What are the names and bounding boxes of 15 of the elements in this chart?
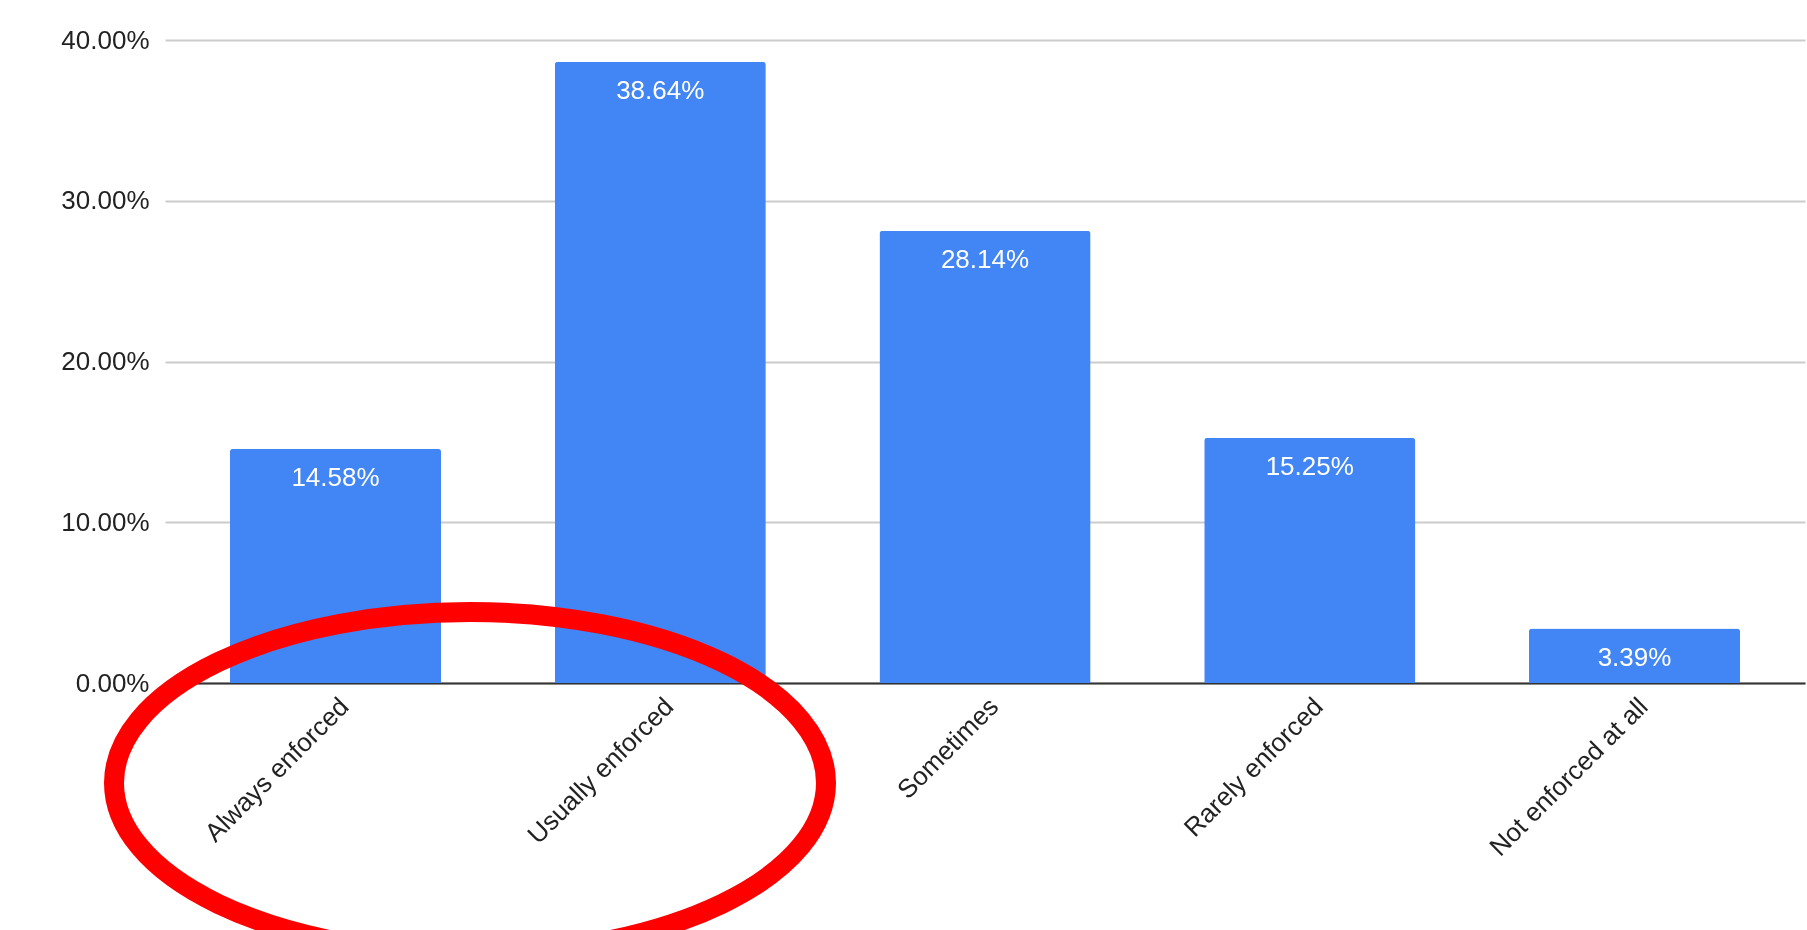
y-tick-label: 20.00% [61,346,150,376]
bar [879,230,1091,683]
bar [554,61,766,683]
y-tick-label: 30.00% [61,185,150,216]
bar [1528,628,1741,683]
data-label: 28.14% [940,243,1030,274]
y-tick-label: 40.00% [61,24,150,55]
y-tick-label: 10.00% [61,506,150,537]
data-label: 38.64% [616,74,705,105]
data-label: 15.25% [1265,450,1354,481]
data-label: 3.39% [1597,641,1672,672]
y-tick-label: 0.00% [75,667,150,698]
data-label: 14.58% [291,461,380,492]
bar [1204,437,1416,683]
bar [229,448,442,683]
